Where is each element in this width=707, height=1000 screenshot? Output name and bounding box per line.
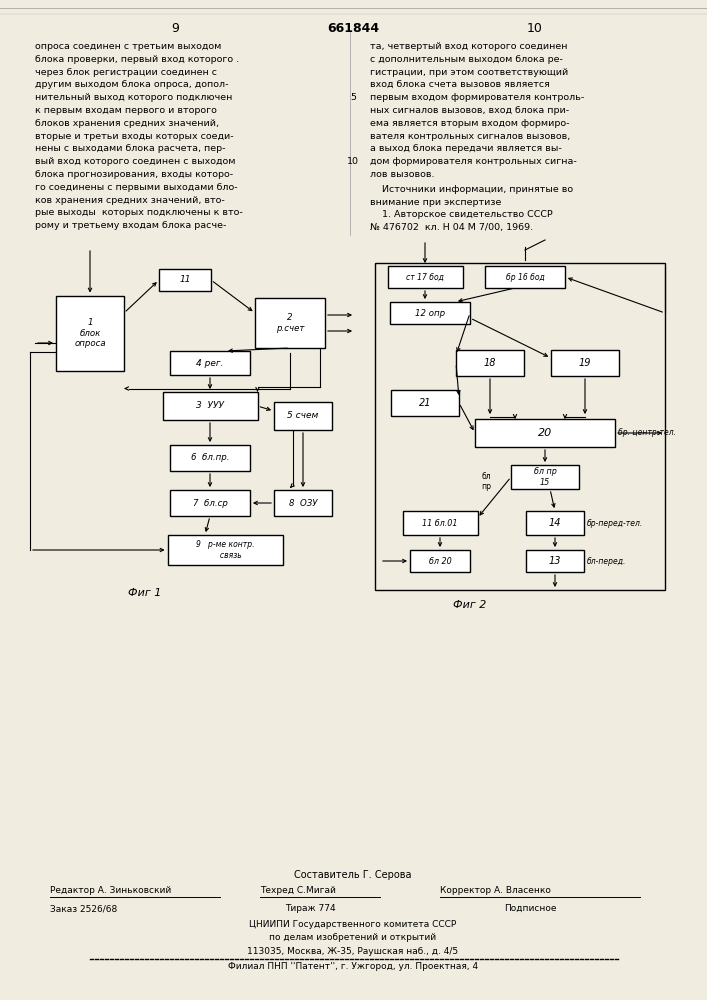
Text: 19: 19: [579, 358, 591, 368]
Text: другим выходом блока опроса, допол-: другим выходом блока опроса, допол-: [35, 80, 228, 89]
Text: гистрации, при этом соответствующий: гистрации, при этом соответствующий: [370, 68, 568, 77]
Text: 1. Авторское свидетельство СССР: 1. Авторское свидетельство СССР: [370, 210, 553, 219]
Text: 661844: 661844: [327, 22, 379, 35]
Text: Фиг 2: Фиг 2: [453, 600, 486, 610]
Bar: [456, 350, 524, 376]
Text: ема является вторым входом формиро-: ема является вторым входом формиро-: [370, 119, 570, 128]
Text: ков хранения средних значений, вто-: ков хранения средних значений, вто-: [35, 196, 225, 205]
Text: Подписное: Подписное: [504, 904, 556, 913]
Text: № 476702  кл. Н 04 М 7/00, 1969.: № 476702 кл. Н 04 М 7/00, 1969.: [370, 223, 533, 232]
Text: к первым входам первого и второго: к первым входам первого и второго: [35, 106, 217, 115]
Text: опроса соединен с третьим выходом: опроса соединен с третьим выходом: [35, 42, 221, 51]
Text: бл 20: бл 20: [428, 556, 451, 566]
Text: 2
р.счет: 2 р.счет: [276, 313, 304, 333]
Text: а выход блока передачи является вы-: а выход блока передачи является вы-: [370, 144, 562, 153]
Bar: [526, 511, 584, 535]
Text: го соединены с первыми выходами бло-: го соединены с первыми выходами бло-: [35, 183, 238, 192]
Bar: [255, 298, 325, 348]
Bar: [168, 535, 283, 565]
Text: 7  бл.ср: 7 бл.ср: [192, 498, 228, 508]
Bar: [511, 465, 579, 489]
Text: первым входом формирователя контроль-: первым входом формирователя контроль-: [370, 93, 584, 102]
Bar: [402, 511, 477, 535]
Text: вый вход которого соединен с выходом: вый вход которого соединен с выходом: [35, 157, 235, 166]
Text: 20: 20: [538, 428, 552, 438]
Bar: [170, 445, 250, 471]
Text: 10: 10: [527, 22, 543, 35]
Text: с дополнительным выходом блока ре-: с дополнительным выходом блока ре-: [370, 55, 563, 64]
Text: внимание при экспертизе: внимание при экспертизе: [370, 198, 501, 207]
Text: вторые и третьи входы которых соеди-: вторые и третьи входы которых соеди-: [35, 132, 233, 141]
Text: ст 17 бод: ст 17 бод: [406, 272, 444, 282]
Text: та, четвертый вход которого соединен: та, четвертый вход которого соединен: [370, 42, 568, 51]
Bar: [551, 350, 619, 376]
Text: рые выходы  которых подключены к вто-: рые выходы которых подключены к вто-: [35, 208, 243, 217]
Text: Источники информации, принятые во: Источники информации, принятые во: [370, 185, 573, 194]
Text: рому и третьему входам блока расче-: рому и третьему входам блока расче-: [35, 221, 226, 230]
Text: лов вызовов.: лов вызовов.: [370, 170, 435, 179]
Text: блока прогнозирования, входы которо-: блока прогнозирования, входы которо-: [35, 170, 233, 179]
Text: нены с выходами блока расчета, пер-: нены с выходами блока расчета, пер-: [35, 144, 226, 153]
Text: дом формирователя контрольных сигна-: дом формирователя контрольных сигна-: [370, 157, 577, 166]
Bar: [159, 269, 211, 291]
Text: 11: 11: [180, 275, 191, 284]
Text: 14: 14: [549, 518, 561, 528]
Bar: [56, 296, 124, 370]
Bar: [475, 419, 615, 447]
Text: Филиал ПНП ''Патент'', г. Ужгород, ул. Проектная, 4: Филиал ПНП ''Патент'', г. Ужгород, ул. П…: [228, 962, 478, 971]
Text: 11 бл.01: 11 бл.01: [422, 518, 457, 528]
Text: бр 16 бод: бр 16 бод: [506, 272, 544, 282]
Bar: [390, 302, 470, 324]
Text: нительный выход которого подключен: нительный выход которого подключен: [35, 93, 233, 102]
Text: блоков хранения средних значений,: блоков хранения средних значений,: [35, 119, 219, 128]
Text: ЦНИИПИ Государственного комитета СССР: ЦНИИПИ Государственного комитета СССР: [250, 920, 457, 929]
Text: Заказ 2526/68: Заказ 2526/68: [50, 904, 117, 913]
Text: бр. центр-тел.: бр. центр-тел.: [618, 428, 676, 437]
Text: 10: 10: [347, 157, 359, 166]
Text: Фиг 1: Фиг 1: [128, 588, 162, 598]
Text: вход блока счета вызовов является: вход блока счета вызовов является: [370, 80, 550, 89]
Bar: [387, 266, 462, 288]
Bar: [391, 390, 459, 416]
Text: Тираж 774: Тираж 774: [285, 904, 335, 913]
Text: Техред С.Мигай: Техред С.Мигай: [260, 886, 336, 895]
Text: 5 счем: 5 счем: [287, 412, 319, 420]
Text: 18: 18: [484, 358, 496, 368]
Bar: [410, 550, 470, 572]
Text: 9   р-ме контр.
     связь: 9 р-ме контр. связь: [196, 540, 255, 560]
Text: 1
блок
опроса: 1 блок опроса: [74, 318, 106, 348]
Text: бл
пр: бл пр: [481, 472, 491, 491]
Text: по делам изобретений и открытий: по делам изобретений и открытий: [269, 933, 436, 942]
Text: 5: 5: [350, 93, 356, 102]
Bar: [163, 392, 257, 420]
Bar: [485, 266, 565, 288]
Text: Составитель Г. Серова: Составитель Г. Серова: [294, 870, 411, 880]
Text: 4 рег.: 4 рег.: [197, 359, 223, 367]
Text: вателя контрольных сигналов вызовов,: вателя контрольных сигналов вызовов,: [370, 132, 571, 141]
Text: бл пр
15: бл пр 15: [534, 467, 556, 487]
Text: бр-перед-тел.: бр-перед-тел.: [587, 519, 643, 528]
Bar: [274, 402, 332, 430]
Bar: [170, 351, 250, 375]
Text: 12 опр: 12 опр: [415, 308, 445, 318]
Text: 3  УУУ: 3 УУУ: [196, 401, 224, 410]
Text: 8  ОЗУ: 8 ОЗУ: [288, 498, 317, 508]
Text: ных сигналов вызовов, вход блока при-: ных сигналов вызовов, вход блока при-: [370, 106, 569, 115]
Text: 9: 9: [171, 22, 179, 35]
Bar: [170, 490, 250, 516]
Text: 13: 13: [549, 556, 561, 566]
Text: через блок регистрации соединен с: через блок регистрации соединен с: [35, 68, 217, 77]
Bar: [375, 263, 665, 590]
Text: 113035, Москва, Ж-35, Раушская наб., д. 4/5: 113035, Москва, Ж-35, Раушская наб., д. …: [247, 947, 459, 956]
Text: бл-перед.: бл-перед.: [587, 557, 626, 566]
Text: 21: 21: [419, 398, 431, 408]
Text: 6  бл.пр.: 6 бл.пр.: [191, 454, 229, 462]
Text: Редактор А. Зиньковский: Редактор А. Зиньковский: [50, 886, 171, 895]
Text: Корректор А. Власенко: Корректор А. Власенко: [440, 886, 551, 895]
Bar: [526, 550, 584, 572]
Bar: [274, 490, 332, 516]
Text: блока проверки, первый вход которого .: блока проверки, первый вход которого .: [35, 55, 239, 64]
